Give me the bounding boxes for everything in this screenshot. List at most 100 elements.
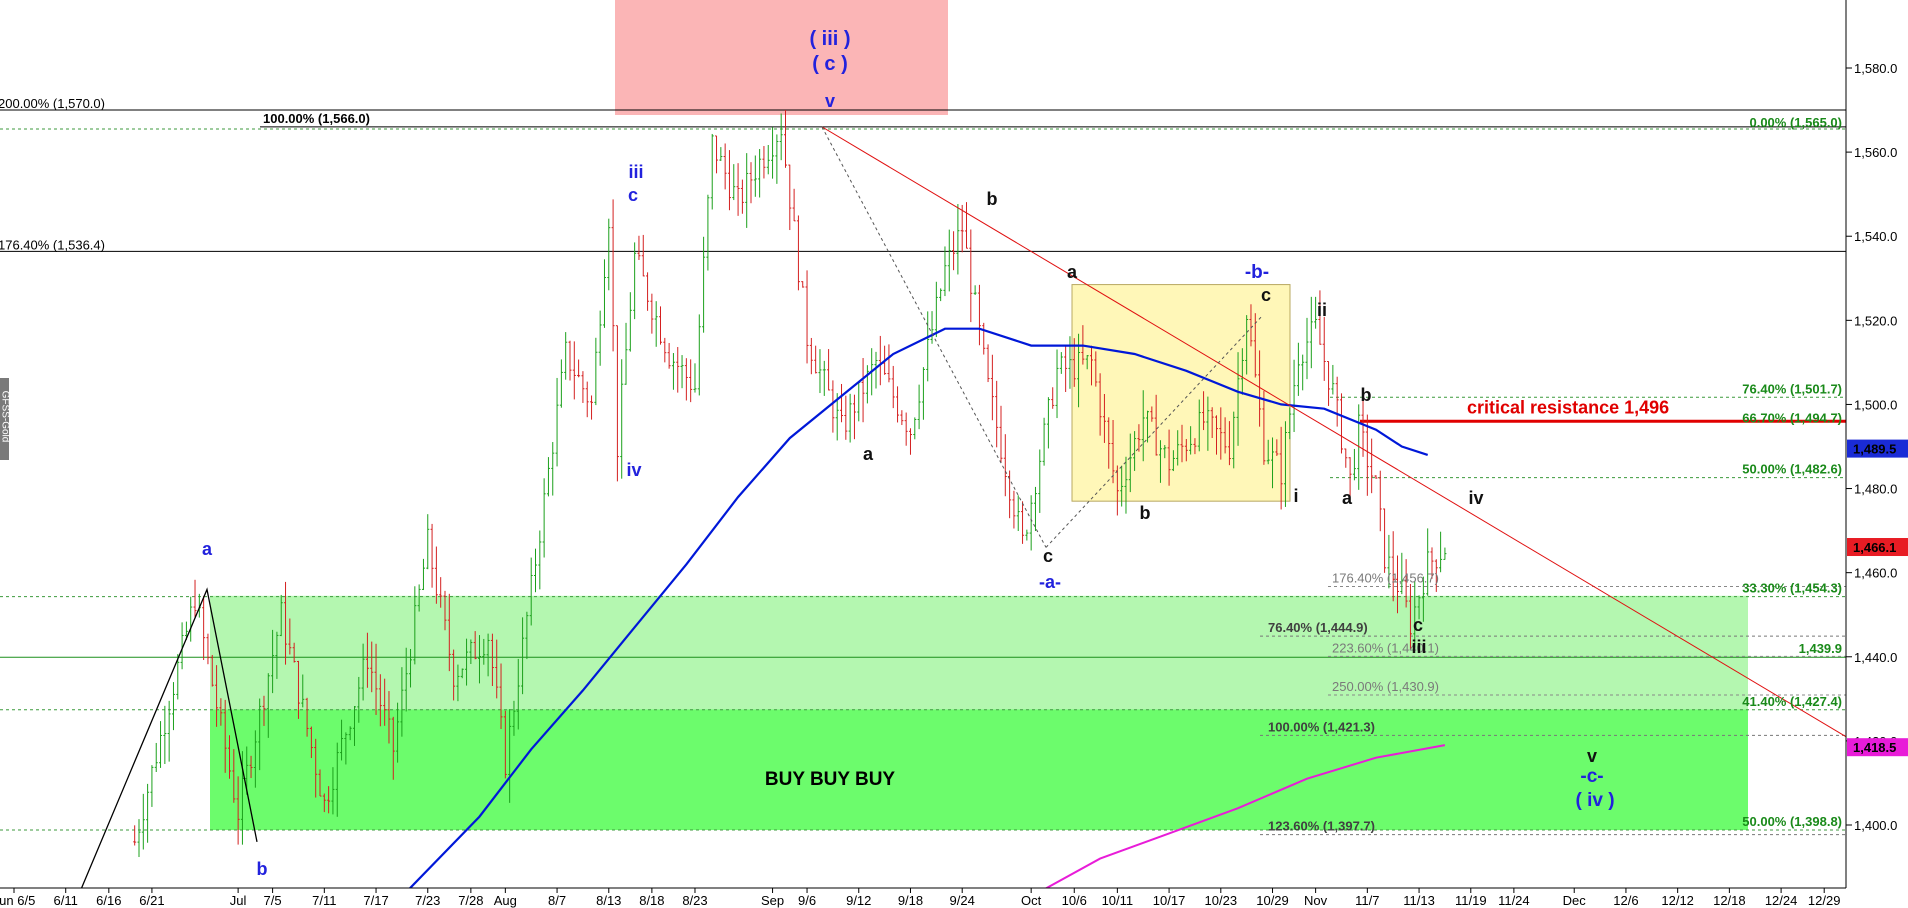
time-axis-label: Aug: [494, 893, 517, 908]
fib-right-label-5: 41.40% (1,427.4): [1742, 694, 1842, 709]
wave-label-13: b: [1140, 503, 1151, 523]
last-price-tag: 1,466.1: [1853, 540, 1896, 555]
wave-label-15: c: [1261, 285, 1271, 305]
moving-average-magenta: [1030, 744, 1446, 898]
time-axis-label: 12/24: [1765, 893, 1798, 908]
time-axis-label: 12/29: [1808, 893, 1841, 908]
time-axis-label: Nov: [1304, 893, 1328, 908]
time-axis-label: 12/6: [1613, 893, 1638, 908]
fib-100-label: 100.00% (1,566.0): [263, 111, 370, 126]
wave-label-1: ( c ): [812, 53, 848, 75]
time-axis-label: 11/7: [1355, 893, 1379, 908]
fib-mid-label-1: 100.00% (1,421.3): [1268, 719, 1375, 734]
wave-label-5: iv: [626, 460, 641, 480]
price-axis-label: 1,580.0: [1854, 61, 1897, 76]
price-axis-label: 1,460.0: [1854, 566, 1897, 581]
fib-gray-label-0: 176.40% (1,456.7): [1332, 571, 1439, 586]
price-axis-label: 1,400.0: [1854, 818, 1897, 833]
time-axis-label: 12/18: [1713, 893, 1746, 908]
time-axis-label: 10/23: [1205, 893, 1238, 908]
blue-ma-price-tag-bg: [1847, 439, 1908, 458]
price-axis-label: 1,560.0: [1854, 145, 1897, 160]
fib-gray-label-1: 223.60% (1,440.1): [1332, 640, 1439, 655]
time-axis-label: 8/13: [596, 893, 621, 908]
time-axis-label: Dec: [1563, 893, 1587, 908]
pink-target-box: [615, 0, 948, 115]
wave-label-0: ( iii ): [809, 28, 850, 50]
wave-label-17: i: [1293, 486, 1298, 506]
time-axis-label: 7/5: [264, 893, 282, 908]
time-axis-label: 6/16: [96, 893, 121, 908]
left-panel-tab[interactable]: GFSS-Gold: [0, 378, 11, 460]
wave-label-22: iii: [1411, 637, 1426, 657]
yellow-box: [1071, 284, 1291, 502]
wave-label-9: a: [863, 444, 874, 464]
time-axis-label: 11/19: [1455, 893, 1487, 908]
fib-right-label-1: 76.40% (1,501.7): [1742, 381, 1842, 396]
fib-right-label-3: 50.00% (1,482.6): [1742, 462, 1842, 477]
fib-mid-label-0: 76.40% (1,444.9): [1268, 620, 1368, 635]
price-candles: [133, 109, 1447, 858]
fib-right-label-0: 0.00% (1,565.0): [1749, 115, 1842, 130]
time-axis-label: 7/23: [415, 893, 440, 908]
wave-label-14: -b-: [1245, 262, 1269, 283]
time-axis-label: 6/21: [139, 893, 164, 908]
time-axis-label: 10/6: [1062, 893, 1087, 908]
wave-label-4: c: [628, 185, 638, 205]
magenta-ma-price-tag-bg: [1847, 738, 1908, 757]
wave-label-18: b: [1361, 385, 1372, 405]
wave-label-23: v: [1587, 746, 1597, 766]
fib-right-label-4: 33.30% (1,454.3): [1742, 581, 1842, 596]
wave-label-16: ii: [1317, 300, 1327, 320]
wave-label-20: iv: [1468, 488, 1483, 508]
time-axis-label: 7/11: [312, 893, 336, 908]
time-axis-label: 10/11: [1102, 893, 1134, 908]
magenta-ma-price-tag: 1,418.5: [1853, 740, 1896, 755]
time-axis-label: 9/18: [898, 893, 923, 908]
moving-average-blue: [401, 327, 1429, 898]
time-axis-label: 10/29: [1256, 893, 1289, 908]
time-axis-label: Oct: [1021, 893, 1042, 908]
light-green-zone: [210, 595, 1748, 710]
wave-label-25: ( iv ): [1575, 790, 1614, 811]
time-axis-label: Jun 6/5: [0, 893, 35, 908]
time-axis-label: 9/12: [846, 893, 871, 908]
wave-label-7: b: [257, 859, 268, 879]
buy-zone-label: BUY BUY BUY: [765, 769, 896, 790]
time-axis-label: 11/13: [1403, 893, 1435, 908]
blue-ma-price-tag: 1,489.5: [1853, 442, 1896, 457]
dotted-swing-up: [1045, 315, 1263, 548]
zigzag-abc: [77, 587, 258, 897]
wave-label-2: v: [825, 91, 835, 111]
price-axis-label: 1,500.0: [1854, 397, 1897, 412]
left-panel-tab-label: GFSS-Gold: [0, 390, 11, 443]
time-axis-label: 9/24: [950, 893, 975, 908]
wave-label-21: c: [1413, 615, 1423, 635]
price-axis-label: 1,540.0: [1854, 229, 1897, 244]
fib-right-label-6: 50.00% (1,398.8): [1742, 814, 1842, 829]
fib-gray-label-2: 250.00% (1,430.9): [1332, 679, 1439, 694]
fib-left-176-label: 176.40% (1,536.4): [0, 237, 105, 252]
time-axis-label: 10/17: [1153, 893, 1186, 908]
price-axis-label: 1,480.0: [1854, 482, 1897, 497]
wave-label-12: -a-: [1039, 572, 1061, 592]
time-axis-label: 11/24: [1498, 893, 1530, 908]
time-axis-bg: [0, 888, 1908, 908]
time-axis-label: 8/18: [639, 893, 664, 908]
time-axis-label: 7/17: [363, 893, 388, 908]
time-axis-label: 9/6: [798, 893, 816, 908]
time-axis-label: Jul: [230, 893, 247, 908]
wave-label-19: a: [1342, 488, 1353, 508]
time-axis-label: 6/11: [54, 893, 78, 908]
wave-label-8: b: [987, 189, 998, 209]
time-axis-label: Sep: [761, 893, 784, 908]
line-1439-label: 1,439.9: [1799, 641, 1842, 656]
critical-resistance-label: critical resistance 1,496: [1467, 397, 1669, 417]
wave-label-3: iii: [628, 162, 643, 182]
fib-right-label-2: 66.70% (1,494.7): [1742, 411, 1842, 426]
fib-left-200-label: 200.00% (1,570.0): [0, 96, 105, 111]
buy-zone: [210, 709, 1748, 831]
wave-label-24: -c-: [1580, 766, 1603, 787]
time-axis-label: 8/7: [548, 893, 566, 908]
